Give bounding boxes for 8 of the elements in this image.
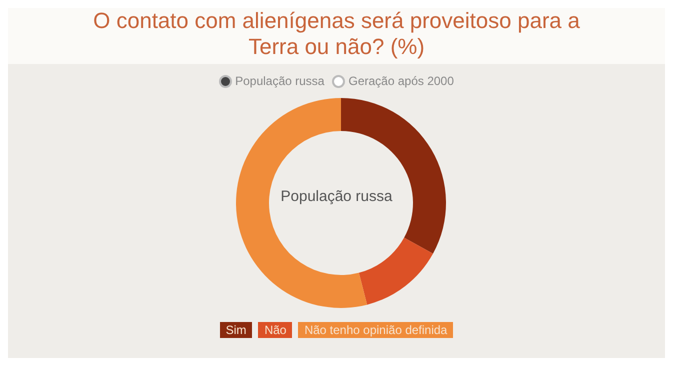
donut-slice [358, 238, 434, 305]
text: População russa [280, 188, 394, 205]
legend-label: Sim [226, 322, 252, 338]
chart-title: O contato com alienígenas será proveitoso para a Terra ou não? (%) [8, 8, 665, 64]
legend-label: Não [264, 322, 292, 338]
legend-label: Não tenho opinião definida [304, 322, 454, 338]
text: População russa [234, 74, 324, 88]
text: Geração após 2000 [347, 74, 454, 88]
